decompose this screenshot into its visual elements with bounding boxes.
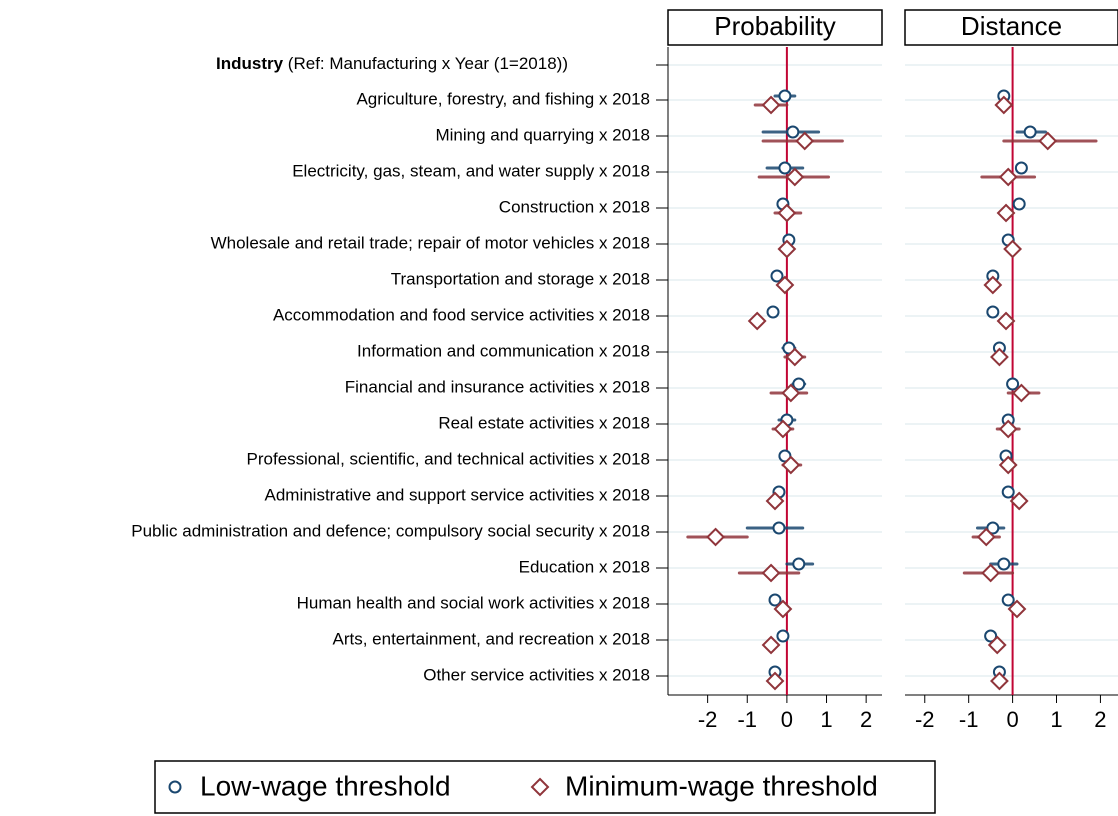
row-label: Transportation and storage x 2018 — [391, 269, 650, 288]
row-label: Information and communication x 2018 — [357, 341, 650, 360]
point-estimate — [1014, 161, 1028, 175]
point-estimate — [1012, 197, 1026, 211]
header: Industry (Ref: Manufacturing x Year (1=2… — [216, 54, 568, 73]
point-estimate — [1001, 485, 1015, 499]
row-label: Accommodation and food service activitie… — [273, 305, 650, 324]
point-estimate — [770, 269, 784, 283]
point-estimate — [778, 89, 792, 103]
point-estimate — [773, 419, 793, 439]
point-estimate — [981, 563, 1001, 583]
point-estimate — [778, 449, 792, 463]
panel-title-box — [904, 9, 1118, 46]
point-estimate — [773, 599, 793, 619]
point-estimate — [1001, 593, 1015, 607]
point-estimate — [976, 527, 996, 547]
point-estimate — [772, 521, 786, 535]
point-estimate — [1023, 125, 1037, 139]
row-label: Human health and social work activities … — [297, 593, 650, 612]
point-estimate — [781, 383, 801, 403]
point-estimate — [776, 629, 790, 643]
point-estimate — [765, 671, 785, 691]
x-tick-label: -2 — [915, 707, 935, 732]
x-tick-label: 0 — [1006, 707, 1018, 732]
point-estimate — [765, 491, 785, 511]
legend-label: Minimum-wage threshold — [565, 770, 878, 801]
x-tick-label: -2 — [698, 707, 718, 732]
point-estimate — [987, 635, 1007, 655]
row-label: Mining and quarrying x 2018 — [435, 125, 650, 144]
legend-marker — [530, 777, 550, 797]
legend-label: Low-wage threshold — [200, 770, 451, 801]
x-tick-label: 2 — [860, 707, 872, 732]
panel-title-box — [667, 9, 883, 46]
point-estimate — [761, 563, 781, 583]
point-estimate — [777, 203, 797, 223]
x-tick-label: -1 — [737, 707, 757, 732]
point-estimate — [996, 203, 1016, 223]
point-estimate — [1003, 239, 1023, 259]
panel-title: Distance — [961, 11, 1062, 41]
row-label: Electricity, gas, steam, and water suppl… — [292, 161, 650, 180]
header-rest: (Ref: Manufacturing x Year (1=2018)) — [288, 54, 568, 73]
point-estimate — [785, 167, 805, 187]
point-estimate — [1007, 599, 1027, 619]
row-label: Financial and insurance activities x 201… — [345, 377, 650, 396]
row-label: Education x 2018 — [519, 557, 650, 576]
row-label: Administrative and support service activ… — [264, 485, 650, 504]
point-estimate — [1038, 131, 1058, 151]
row-label: Professional, scientific, and technical … — [247, 449, 650, 468]
point-estimate — [768, 593, 782, 607]
point-estimate — [983, 275, 1003, 295]
point-estimate — [1009, 491, 1029, 511]
x-tick-label: 1 — [820, 707, 832, 732]
legend-marker — [168, 780, 182, 794]
point-estimate — [786, 125, 800, 139]
x-tick-label: 0 — [781, 707, 793, 732]
point-estimate — [998, 419, 1018, 439]
row-label: Arts, entertainment, and recreation x 20… — [332, 629, 650, 648]
point-estimate — [766, 305, 780, 319]
point-estimate — [781, 455, 801, 475]
panel-title: Probability — [714, 11, 835, 41]
point-estimate — [761, 635, 781, 655]
point-estimate — [986, 521, 1000, 535]
row-label: Construction x 2018 — [499, 197, 650, 216]
row-label: Agriculture, forestry, and fishing x 201… — [356, 89, 650, 108]
point-estimate — [747, 311, 767, 331]
row-label: Wholesale and retail trade; repair of mo… — [211, 233, 650, 252]
row-label: Public administration and defence; compu… — [131, 521, 650, 540]
point-estimate — [998, 167, 1018, 187]
point-estimate — [785, 347, 805, 367]
point-estimate — [792, 377, 806, 391]
x-tick-label: -1 — [959, 707, 979, 732]
point-estimate — [996, 311, 1016, 331]
point-estimate — [998, 455, 1018, 475]
x-tick-label: 2 — [1094, 707, 1106, 732]
point-estimate — [792, 557, 806, 571]
point-estimate — [1006, 377, 1020, 391]
row-label: Real estate activities x 2018 — [438, 413, 650, 432]
point-estimate — [778, 161, 792, 175]
row-label: Other service activities x 2018 — [423, 665, 650, 684]
header-bold: Industry — [216, 54, 284, 73]
point-estimate — [706, 527, 725, 547]
point-estimate — [782, 341, 796, 355]
point-estimate — [777, 239, 797, 259]
point-estimate — [990, 347, 1009, 367]
point-estimate — [1011, 383, 1031, 403]
point-estimate — [795, 131, 815, 151]
x-tick-label: 1 — [1050, 707, 1062, 732]
point-estimate — [761, 95, 781, 115]
point-estimate — [990, 671, 1009, 691]
point-estimate — [775, 275, 795, 295]
point-estimate — [984, 629, 998, 643]
point-estimate — [986, 305, 1000, 319]
point-estimate — [994, 95, 1014, 115]
point-estimate — [997, 557, 1011, 571]
